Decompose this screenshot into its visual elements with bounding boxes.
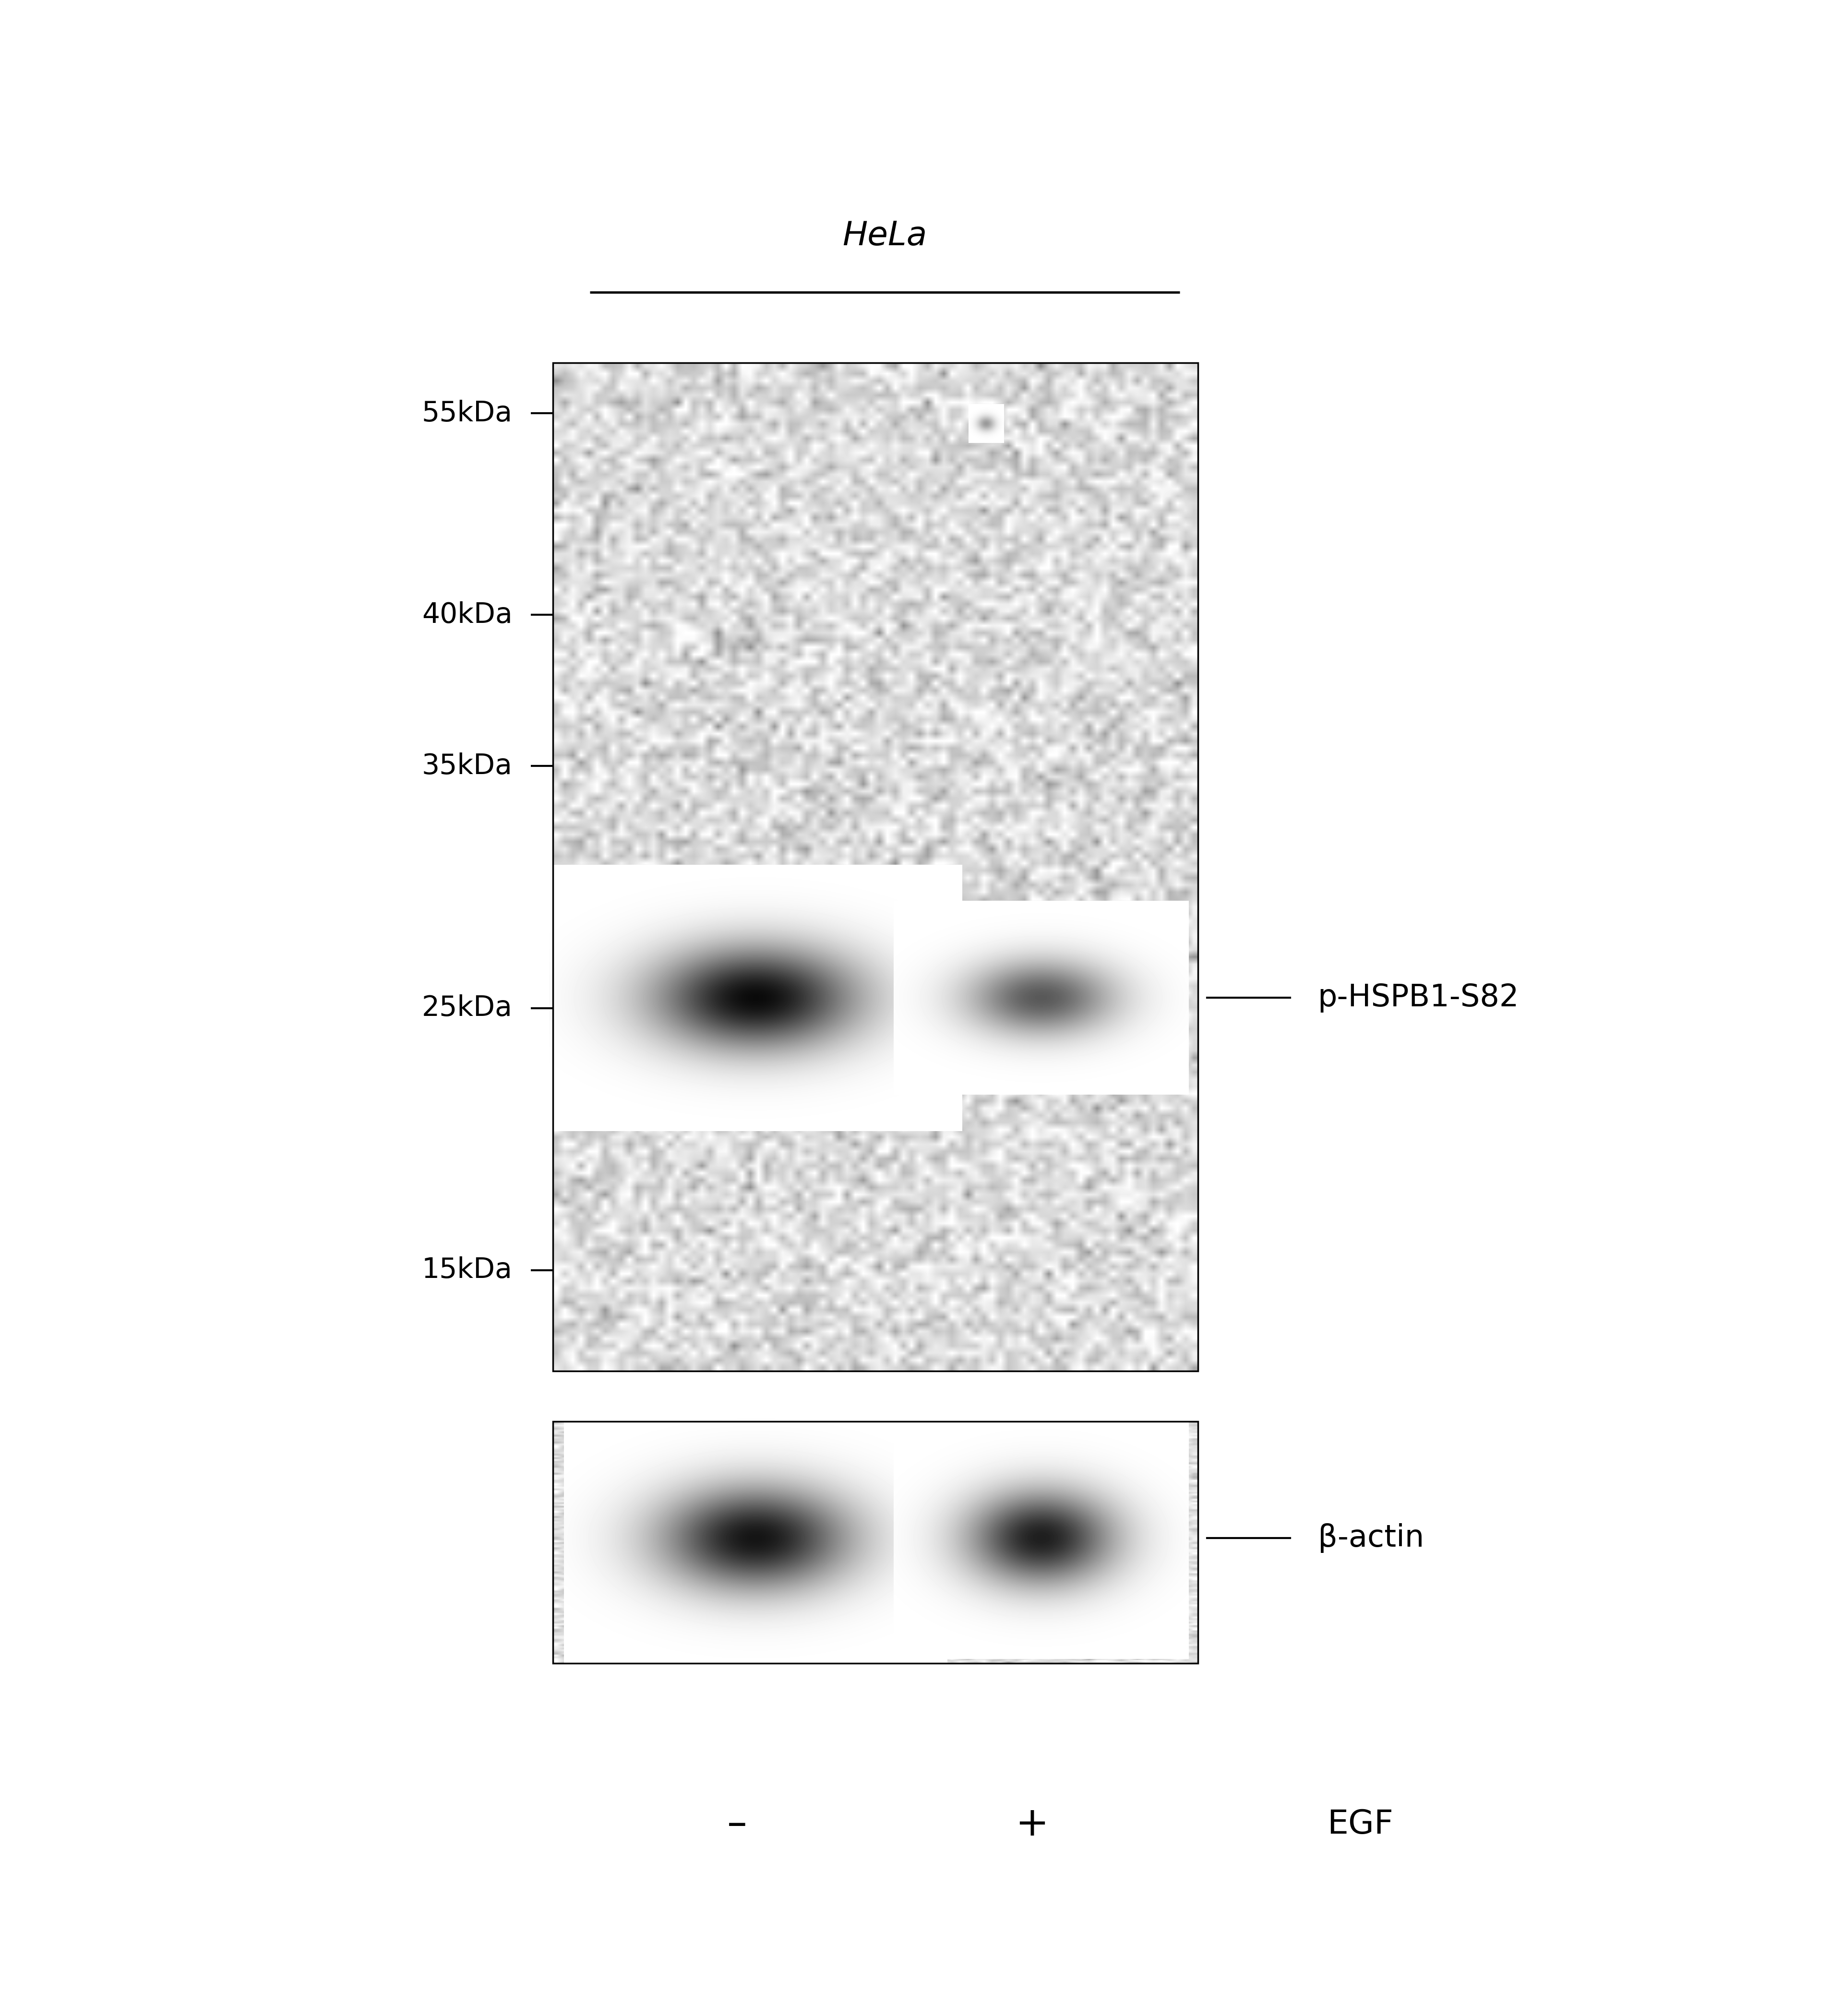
Text: 35kDa: 35kDa — [422, 752, 512, 780]
Text: 40kDa: 40kDa — [422, 601, 512, 629]
Text: 15kDa: 15kDa — [422, 1256, 512, 1284]
Text: EGF: EGF — [1327, 1808, 1393, 1841]
Text: –: – — [728, 1804, 746, 1845]
Text: 55kDa: 55kDa — [422, 399, 512, 427]
Text: +: + — [1015, 1804, 1049, 1845]
Text: 25kDa: 25kDa — [422, 994, 512, 1022]
Text: β-actin: β-actin — [1318, 1524, 1425, 1552]
Bar — [553, 1421, 1198, 1663]
Bar — [553, 363, 1198, 1371]
Text: HeLa: HeLa — [842, 220, 927, 252]
Text: p-HSPB1-S82: p-HSPB1-S82 — [1318, 984, 1519, 1012]
